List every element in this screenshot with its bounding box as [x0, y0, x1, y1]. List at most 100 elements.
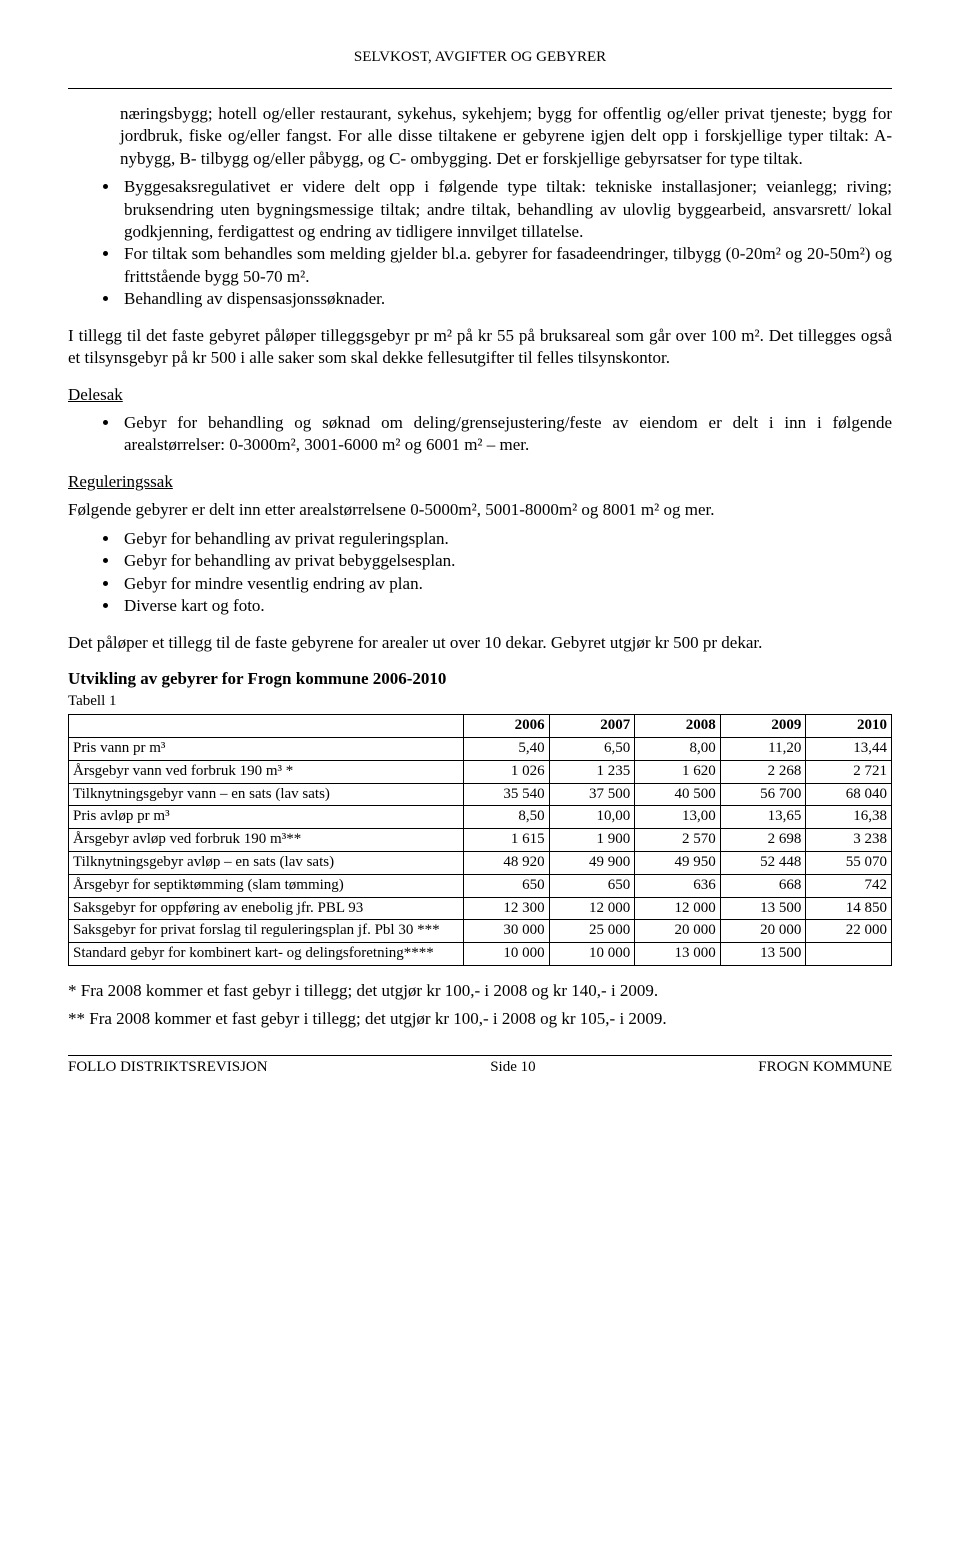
list-item: Gebyr for behandling og søknad om deling… [120, 412, 892, 457]
table-cell-value: 49 950 [635, 852, 721, 875]
table-cell-value: 742 [806, 874, 892, 897]
list-item: Gebyr for behandling av privat regulerin… [120, 528, 892, 550]
table-row: Tilknytningsgebyr vann – en sats (lav sa… [69, 783, 892, 806]
table-header-row: 2006 2007 2008 2009 2010 [69, 715, 892, 738]
table-header-cell: 2008 [635, 715, 721, 738]
table-cell-value: 12 000 [549, 897, 635, 920]
list-item: Diverse kart og foto. [120, 595, 892, 617]
list-item: For tiltak som behandles som melding gje… [120, 243, 892, 288]
footnote-2: ** Fra 2008 kommer et fast gebyr i tille… [68, 1008, 892, 1030]
page-footer: FOLLO DISTRIKTSREVISJON Side 10 FROGN KO… [68, 1058, 892, 1078]
table-row: Standard gebyr for kombinert kart- og de… [69, 943, 892, 966]
table-cell-value: 16,38 [806, 806, 892, 829]
header-rule [68, 88, 892, 89]
reguleringssak-heading: Reguleringssak [68, 471, 892, 493]
table-caption: Tabell 1 [68, 692, 892, 712]
table-cell-value: 13 500 [720, 943, 806, 966]
table-cell-label: Årsgebyr avløp ved forbruk 190 m³** [69, 829, 464, 852]
footer-left: FOLLO DISTRIKTSREVISJON [68, 1058, 268, 1078]
table-header-cell: 2009 [720, 715, 806, 738]
table-cell-value: 636 [635, 874, 721, 897]
table-cell-value: 650 [549, 874, 635, 897]
table-cell-value: 49 900 [549, 852, 635, 875]
table-cell-value: 20 000 [720, 920, 806, 943]
table-header-cell: 2010 [806, 715, 892, 738]
continuation-paragraph: næringsbygg; hotell og/eller restaurant,… [120, 103, 892, 170]
table-body: Pris vann pr m³5,406,508,0011,2013,44Års… [69, 738, 892, 966]
table-cell-value: 10 000 [549, 943, 635, 966]
table-cell-value: 13 500 [720, 897, 806, 920]
table-row: Pris avløp pr m³8,5010,0013,0013,6516,38 [69, 806, 892, 829]
table-cell-label: Årsgebyr for septiktømming (slam tømming… [69, 874, 464, 897]
footnote-1: * Fra 2008 kommer et fast gebyr i tilleg… [68, 980, 892, 1002]
table-cell-value: 56 700 [720, 783, 806, 806]
table-row: Saksgebyr for oppføring av enebolig jfr.… [69, 897, 892, 920]
table-cell-value: 10 000 [464, 943, 550, 966]
table-cell-value: 48 920 [464, 852, 550, 875]
table-cell-value: 1 026 [464, 760, 550, 783]
table-cell-value: 52 448 [720, 852, 806, 875]
table-header-cell: 2006 [464, 715, 550, 738]
table-cell-value: 11,20 [720, 738, 806, 761]
table-cell-value: 668 [720, 874, 806, 897]
page-header: SELVKOST, AVGIFTER OG GEBYRER [68, 48, 892, 68]
table-cell-value: 8,50 [464, 806, 550, 829]
table-row: Tilknytningsgebyr avløp – en sats (lav s… [69, 852, 892, 875]
footer-center: Side 10 [490, 1058, 535, 1078]
table-cell-value: 3 238 [806, 829, 892, 852]
footer-rule [68, 1055, 892, 1056]
table-cell-value [806, 943, 892, 966]
table-cell-label: Saksgebyr for oppføring av enebolig jfr.… [69, 897, 464, 920]
table-header-cell: 2007 [549, 715, 635, 738]
table-cell-label: Årsgebyr vann ved forbruk 190 m³ * [69, 760, 464, 783]
table-cell-value: 1 620 [635, 760, 721, 783]
table-row: Saksgebyr for privat forslag til reguler… [69, 920, 892, 943]
delesak-bullets: Gebyr for behandling og søknad om deling… [68, 412, 892, 457]
table-cell-value: 1 900 [549, 829, 635, 852]
table-cell-value: 2 570 [635, 829, 721, 852]
table-cell-value: 20 000 [635, 920, 721, 943]
table-cell-value: 13 000 [635, 943, 721, 966]
reguleringssak-bullets: Gebyr for behandling av privat regulerin… [68, 528, 892, 618]
table-cell-value: 12 300 [464, 897, 550, 920]
list-item: Behandling av dispensasjonssøknader. [120, 288, 892, 310]
table-cell-value: 35 540 [464, 783, 550, 806]
table-cell-label: Saksgebyr for privat forslag til reguler… [69, 920, 464, 943]
table-cell-value: 68 040 [806, 783, 892, 806]
table-cell-label: Tilknytningsgebyr vann – en sats (lav sa… [69, 783, 464, 806]
reguleringssak-intro: Følgende gebyrer er delt inn etter areal… [68, 499, 892, 521]
table-cell-value: 650 [464, 874, 550, 897]
top-bullet-list: Byggesaksregulativet er videre delt opp … [68, 176, 892, 311]
table-cell-value: 13,00 [635, 806, 721, 829]
table-row: Pris vann pr m³5,406,508,0011,2013,44 [69, 738, 892, 761]
pahoyer-paragraph: Det påløper et tillegg til de faste geby… [68, 632, 892, 654]
table-cell-value: 2 268 [720, 760, 806, 783]
table-title: Utvikling av gebyrer for Frogn kommune 2… [68, 668, 892, 690]
list-item: Byggesaksregulativet er videre delt opp … [120, 176, 892, 243]
table-cell-value: 55 070 [806, 852, 892, 875]
table-cell-value: 13,44 [806, 738, 892, 761]
table-row: Årsgebyr for septiktømming (slam tømming… [69, 874, 892, 897]
table-cell-value: 2 721 [806, 760, 892, 783]
table-cell-label: Tilknytningsgebyr avløp – en sats (lav s… [69, 852, 464, 875]
table-cell-value: 14 850 [806, 897, 892, 920]
fee-table: 2006 2007 2008 2009 2010 Pris vann pr m³… [68, 714, 892, 966]
table-cell-value: 13,65 [720, 806, 806, 829]
delesak-heading: Delesak [68, 384, 892, 406]
table-cell-value: 10,00 [549, 806, 635, 829]
table-cell-value: 25 000 [549, 920, 635, 943]
table-cell-label: Pris vann pr m³ [69, 738, 464, 761]
table-cell-value: 1 235 [549, 760, 635, 783]
list-item: Gebyr for behandling av privat bebyggels… [120, 550, 892, 572]
table-cell-value: 8,00 [635, 738, 721, 761]
table-header-cell [69, 715, 464, 738]
table-cell-label: Standard gebyr for kombinert kart- og de… [69, 943, 464, 966]
list-item: Gebyr for mindre vesentlig endring av pl… [120, 573, 892, 595]
table-cell-value: 1 615 [464, 829, 550, 852]
tillegg-paragraph: I tillegg til det faste gebyret påløper … [68, 325, 892, 370]
table-cell-value: 40 500 [635, 783, 721, 806]
table-cell-label: Pris avløp pr m³ [69, 806, 464, 829]
table-cell-value: 37 500 [549, 783, 635, 806]
table-cell-value: 22 000 [806, 920, 892, 943]
table-cell-value: 5,40 [464, 738, 550, 761]
